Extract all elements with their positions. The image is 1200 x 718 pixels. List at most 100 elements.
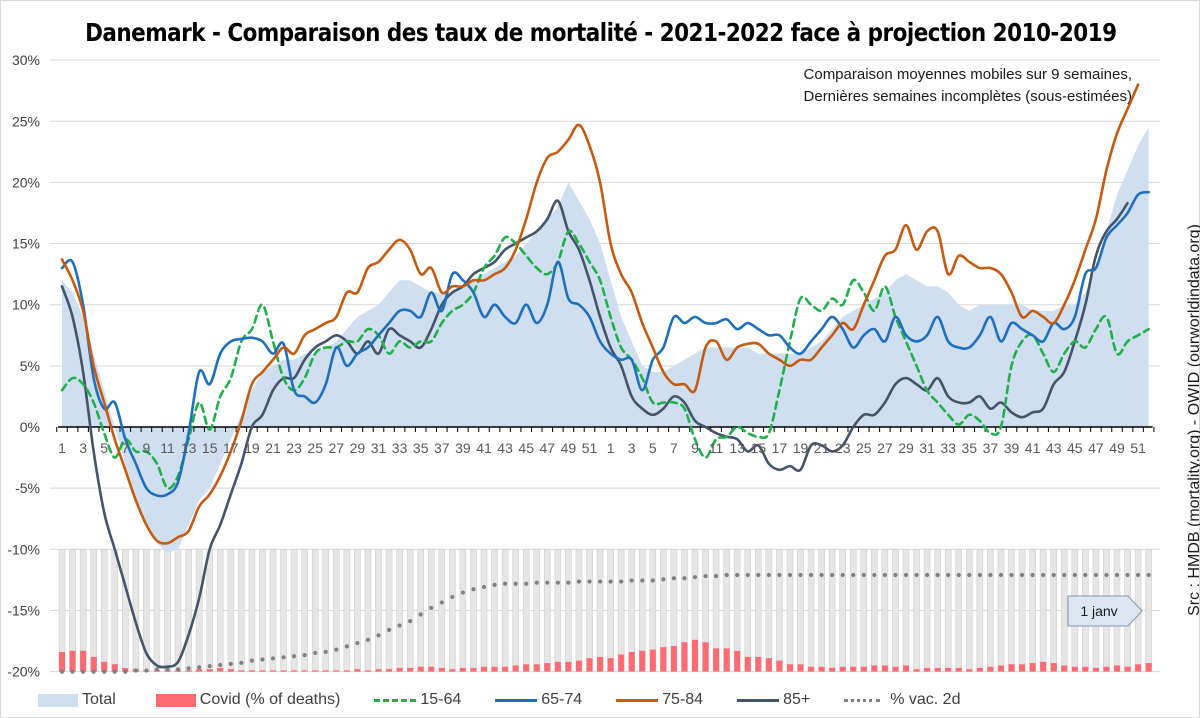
x-tick-label: 1	[607, 440, 615, 456]
covid-bar	[364, 670, 371, 672]
y-tick-label: 5%	[20, 358, 40, 374]
bar-background	[786, 548, 794, 672]
covid-bar	[702, 642, 709, 672]
vaccination-dot	[492, 582, 497, 587]
covid-bar	[966, 669, 973, 672]
covid-bar	[217, 667, 224, 672]
x-tick-label: 33	[940, 440, 956, 456]
covid-bar	[808, 666, 815, 672]
vaccination-dot	[292, 654, 297, 659]
covid-bar	[111, 664, 118, 672]
bar-background	[480, 548, 488, 672]
covid-bar	[502, 666, 509, 672]
vaccination-dot	[946, 572, 951, 578]
bar-background	[122, 548, 129, 672]
covid-bar	[639, 650, 646, 672]
covid-bar	[924, 667, 931, 672]
vaccination-dot	[429, 605, 434, 611]
x-tick-label: 45	[1067, 440, 1083, 456]
vaccination-dot	[861, 572, 866, 578]
x-tick-label: 35	[962, 440, 978, 456]
bar-background	[522, 548, 530, 672]
vaccination-dot	[798, 572, 803, 578]
x-tick-label: 41	[1025, 440, 1041, 456]
vaccination-dot	[1009, 572, 1014, 578]
vaccination-dot	[903, 572, 909, 578]
x-tick-label: 23	[835, 440, 851, 456]
covid-bar	[1050, 663, 1057, 672]
vaccination-dot	[650, 578, 655, 583]
covid-bar	[322, 670, 329, 672]
vaccination-dot	[186, 666, 191, 671]
covid-bar	[850, 666, 857, 672]
x-tick-label: 11	[160, 440, 175, 456]
vaccination-dot	[956, 572, 961, 578]
legend-swatch-15-64	[374, 698, 417, 702]
bar-background	[343, 548, 351, 672]
bar-background	[543, 548, 551, 672]
y-tick-label: 20%	[12, 174, 40, 190]
vaccination-dot	[1062, 572, 1067, 578]
chart-title: Danemark - Comparaison des taux de morta…	[85, 18, 1117, 47]
bar-background	[1008, 548, 1015, 672]
bar-background	[375, 548, 382, 672]
covid-bar	[1114, 665, 1120, 672]
legend-swatch-vac	[844, 698, 881, 702]
bar-background	[617, 548, 625, 672]
vaccination-dot	[503, 581, 508, 586]
vaccination-dot	[735, 572, 740, 578]
covid-bar	[744, 656, 751, 672]
covid-bar	[1019, 664, 1026, 672]
bar-background	[892, 548, 899, 672]
covid-bar	[892, 666, 899, 672]
covid-bar	[396, 667, 403, 672]
vaccination-dot	[619, 579, 624, 584]
vaccination-dot	[386, 627, 392, 632]
bar-background	[776, 548, 783, 672]
vaccination-dot	[692, 575, 698, 580]
bar-background	[533, 548, 541, 672]
x-tick-label: 31	[919, 440, 935, 456]
total-area	[62, 127, 1149, 553]
x-tick-label: 37	[983, 440, 999, 456]
covid-bar	[797, 664, 804, 672]
x-tick-label: 7	[670, 440, 678, 456]
bar-background	[565, 548, 572, 672]
covid-bar	[80, 650, 87, 672]
vaccination-dot	[756, 572, 761, 578]
bar-background	[491, 548, 498, 672]
x-tick-label: 39	[1004, 440, 1020, 456]
x-tick-labels: 1 3 5 7 9 11 13 15 17 19 21 23 25 27 29 31 33 35 37 39 41 43 4…	[58, 440, 1146, 456]
bar-background	[1018, 548, 1026, 672]
vaccination-dot	[682, 576, 687, 581]
vaccination-dot	[671, 576, 677, 581]
covid-bar	[628, 652, 635, 672]
x-tick-label: 27	[329, 440, 345, 456]
annotation-arrow	[1067, 595, 1143, 627]
bar-background	[164, 548, 171, 672]
x-tick-label: 37	[434, 440, 450, 456]
bar-background	[153, 548, 161, 672]
x-tick-label: 19	[793, 440, 809, 456]
bar-background	[976, 548, 984, 672]
vaccination-dot	[228, 661, 233, 667]
subtitle-line-1: Comparaison moyennes mobiles sur 9 semai…	[803, 66, 1132, 83]
x-tick-label: 13	[181, 440, 197, 456]
covid-bar	[1124, 666, 1131, 672]
y-tick-label: -5%	[15, 480, 40, 496]
series-line-a6574	[60, 190, 1150, 498]
y-tick-label: -15%	[7, 602, 40, 618]
vaccination-dot	[872, 572, 877, 578]
covid-bar	[723, 648, 730, 672]
x-tick-label: 1	[58, 440, 66, 456]
x-tick-label: 49	[561, 440, 577, 456]
vaccination-dot	[524, 581, 529, 586]
x-tick-label: 5	[100, 440, 108, 456]
vaccination-dot	[777, 572, 782, 578]
vaccination-dot	[218, 662, 223, 668]
covid-bar	[903, 665, 909, 672]
covid-bar	[470, 667, 477, 672]
bar-background	[902, 548, 910, 672]
legend-item-65-74: 65-74	[495, 691, 616, 709]
legend-swatch-85plus	[737, 698, 780, 702]
